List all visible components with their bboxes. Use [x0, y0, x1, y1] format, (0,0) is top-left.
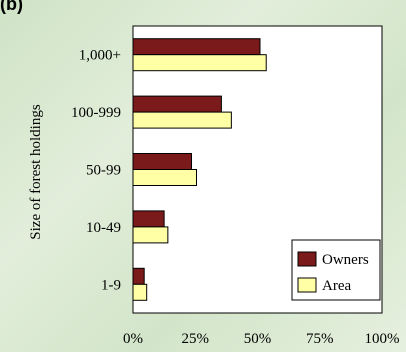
- legend: Owners Area: [291, 239, 381, 301]
- bar-area-50-99: [132, 169, 197, 186]
- x-tick-label-75pct: 75%: [306, 331, 334, 347]
- x-tick-label-100pct: 100%: [365, 331, 400, 347]
- y-tick-label-1-000: 1,000+: [79, 48, 121, 64]
- panel-tag: (b): [0, 0, 23, 14]
- bar-area-1-9: [132, 283, 148, 301]
- y-tick-label-10-49: 10-49: [86, 220, 121, 236]
- bar-owners-1-000: [132, 38, 261, 56]
- bar-area-10-49: [132, 226, 169, 244]
- y-axis-title: Size of forest holdings: [28, 104, 44, 240]
- bar-owners-10-49: [132, 210, 165, 228]
- bar-area-100-999: [132, 111, 232, 129]
- bar-owners-1-9: [132, 267, 145, 285]
- y-tick-label-50-99: 50-99: [86, 163, 121, 179]
- legend-label-area: Area: [322, 278, 351, 294]
- legend-label-owners: Owners: [322, 252, 369, 268]
- x-tick-label-0pct: 0%: [123, 331, 143, 347]
- y-tick-label-100-999: 100-999: [71, 105, 121, 121]
- bar-owners-50-99: [132, 153, 193, 170]
- y-tick-label-1-9: 1-9: [101, 277, 121, 293]
- bar-area-1-000: [132, 54, 267, 72]
- legend-swatch-area: [297, 277, 317, 293]
- bar-owners-100-999: [132, 95, 222, 113]
- legend-swatch-owners: [297, 251, 317, 267]
- x-tick-label-25pct: 25%: [182, 331, 210, 347]
- x-tick-label-50pct: 50%: [244, 331, 272, 347]
